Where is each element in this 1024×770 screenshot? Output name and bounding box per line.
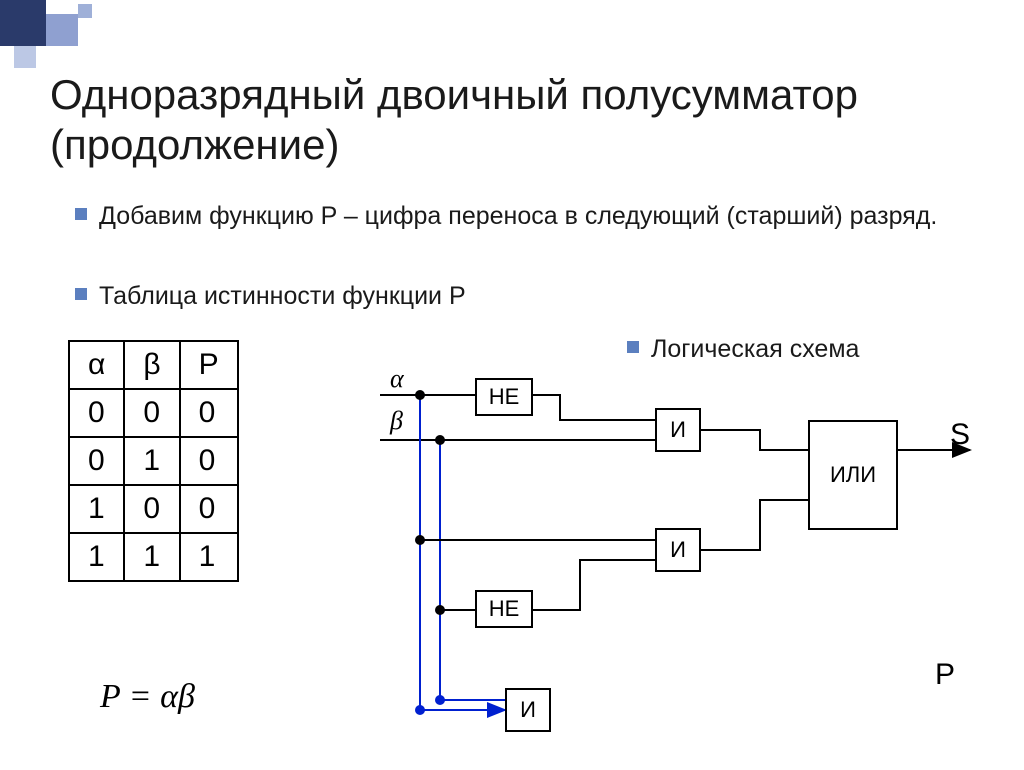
th-p: P: [180, 341, 238, 389]
gate-not-2: НЕ: [475, 590, 533, 628]
bullet-1: Добавим функцию P – цифра переноса в сле…: [75, 200, 955, 234]
bullet-square-icon: [75, 208, 87, 220]
table-row: 1 0 0: [69, 485, 238, 533]
gate-and-2: И: [655, 528, 701, 572]
truth-table: α β P 0 0 0 0 1 0 1 0 0 1 1 1: [68, 340, 239, 582]
bullet-square-icon: [627, 341, 639, 353]
input-alpha-label: α: [390, 364, 404, 394]
table-row: 0 0 0: [69, 389, 238, 437]
table-row: 1 1 1: [69, 533, 238, 581]
formula-lhs: P: [100, 678, 120, 715]
th-alpha: α: [69, 341, 124, 389]
input-beta-label: β: [390, 406, 403, 436]
gate-not-1: НЕ: [475, 378, 533, 416]
gate-and-3: И: [505, 688, 551, 732]
page-title: Одноразрядный двоичный полусумматор (про…: [50, 70, 1024, 171]
table-header-row: α β P: [69, 341, 238, 389]
output-p-label: P: [935, 658, 955, 692]
table-row: 0 1 0: [69, 437, 238, 485]
gate-and-1: И: [655, 408, 701, 452]
th-beta: β: [124, 341, 179, 389]
bullet-1-text: Добавим функцию P – цифра переноса в сле…: [99, 200, 937, 234]
bullet-2: Таблица истинности функции P: [75, 280, 466, 314]
output-s-label: S: [950, 418, 970, 452]
bullet-3-text: Логическая схема: [651, 333, 859, 367]
bullet-2-text: Таблица истинности функции P: [99, 280, 466, 314]
formula: P = αβ: [100, 678, 195, 716]
formula-rhs: αβ: [160, 678, 195, 715]
bullet-square-icon: [75, 288, 87, 300]
bullet-3: Логическая схема: [627, 333, 859, 367]
gate-or: ИЛИ: [808, 420, 898, 530]
